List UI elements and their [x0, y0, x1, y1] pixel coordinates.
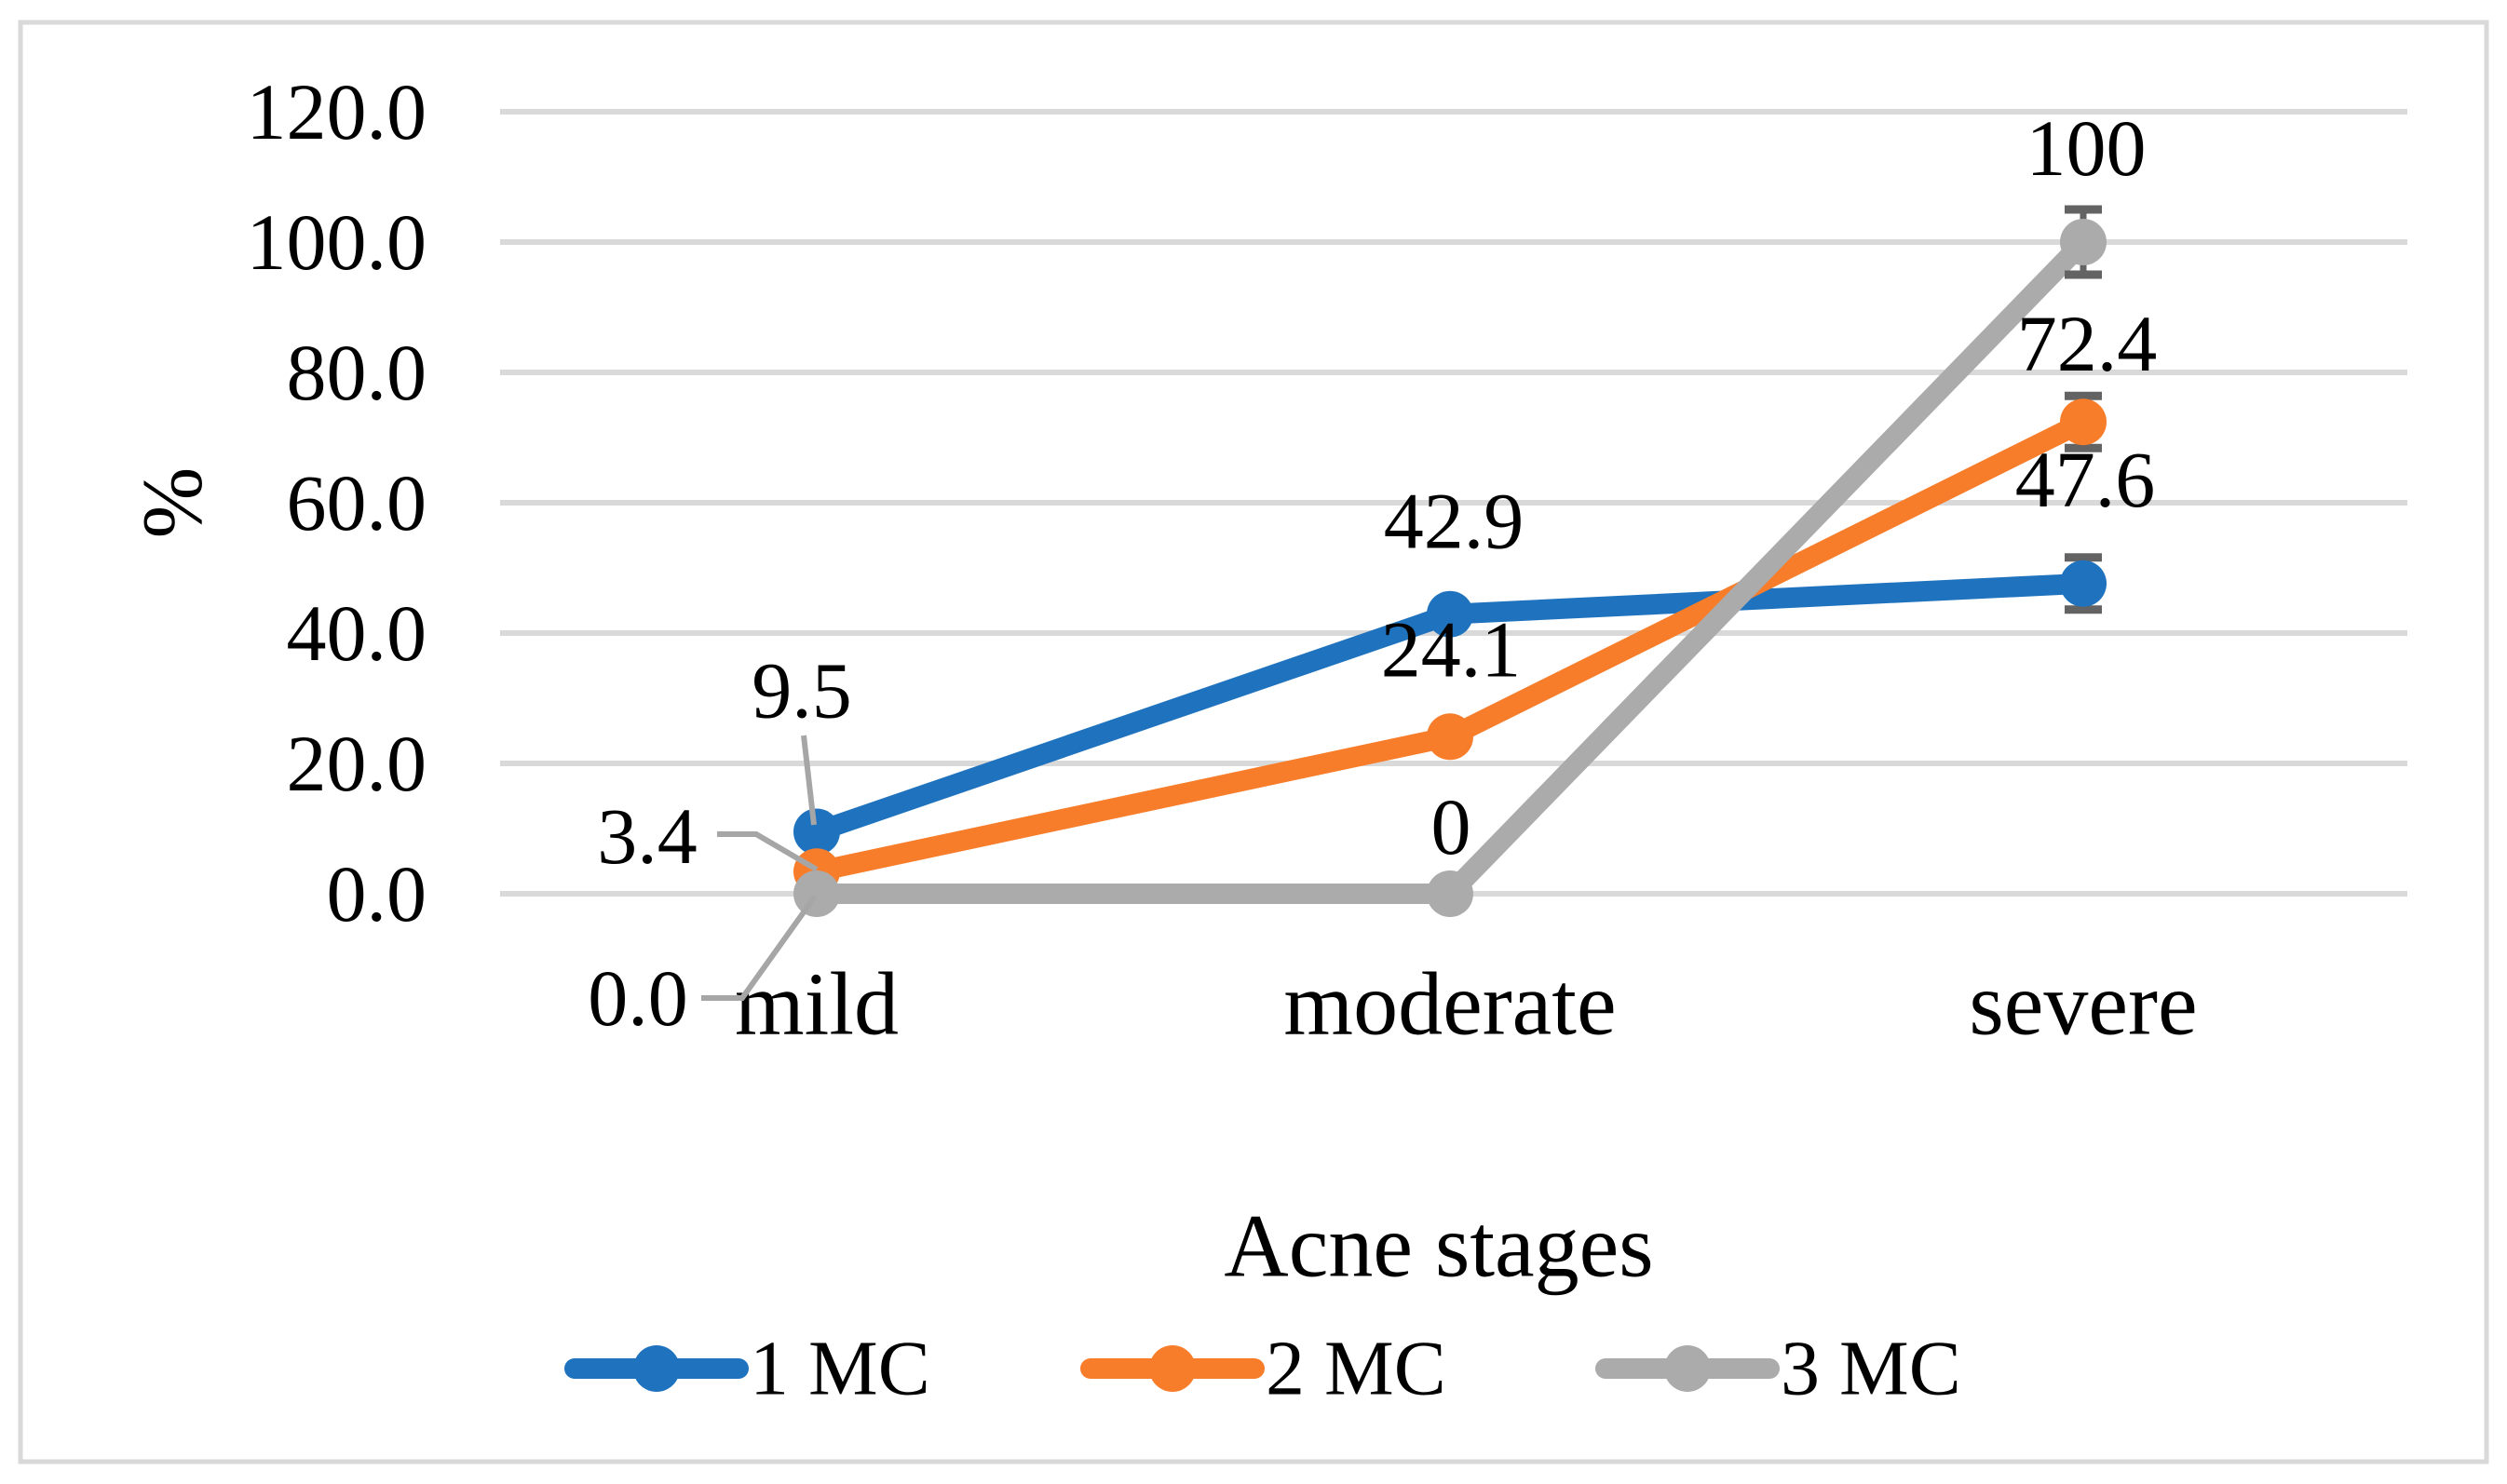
x-category-label-moderate: moderate — [1283, 954, 1616, 1054]
leader-line-0-0 — [701, 895, 818, 1001]
y-tick-label: 0.0 — [327, 849, 427, 938]
series-3-mc — [793, 205, 2107, 917]
data-point-3-mc-severe — [2060, 219, 2107, 265]
data-label-3-mc-severe: 100 — [2026, 103, 2147, 193]
y-tick-label: 100.0 — [247, 197, 427, 287]
data-label-1-mc-severe: 47.6 — [2015, 435, 2156, 524]
legend-marker-dot-3-mc — [1664, 1345, 1711, 1392]
y-tick-label: 20.0 — [287, 719, 427, 808]
data-point-3-mc-mild — [793, 870, 840, 917]
x-axis-title: Acne stages — [1224, 1196, 1653, 1296]
y-tick-label: 60.0 — [287, 458, 427, 547]
data-label-3-mc-mild: 0.0 — [588, 953, 688, 1043]
y-tick-label: 80.0 — [287, 328, 427, 417]
legend-item-1-mc: 1 MC — [564, 1326, 930, 1412]
legend-marker-dot-2-mc — [1149, 1345, 1196, 1392]
legend-label-2-mc: 2 MC — [1266, 1326, 1446, 1412]
figure-border — [18, 20, 2489, 1464]
data-label-2-mc-mild: 3.4 — [597, 791, 698, 881]
legend-item-3-mc: 3 MC — [1595, 1326, 1961, 1412]
legend: 1 MC 2 MC 3 MC — [564, 1326, 1961, 1412]
data-label-1-mc-mild: 9.5 — [752, 646, 852, 735]
legend-label-3-mc: 3 MC — [1781, 1326, 1961, 1412]
data-label-1-mc-moderate: 42.9 — [1384, 477, 1525, 566]
data-point-2-mc-moderate — [1427, 713, 1473, 761]
legend-item-2-mc: 2 MC — [1080, 1326, 1446, 1412]
y-axis-tick-labels: 0.0 20.0 40.0 60.0 80.0 100.0 120.0 — [247, 67, 427, 938]
data-point-3-mc-moderate — [1427, 870, 1473, 917]
data-point-2-mc-severe — [2060, 398, 2107, 446]
legend-marker-dot-1-mc — [633, 1345, 680, 1392]
data-point-1-mc-severe — [2060, 560, 2107, 607]
x-axis-category-labels: mild moderate severe — [735, 954, 2198, 1054]
y-tick-label: 40.0 — [287, 588, 427, 678]
y-axis-title: % — [125, 467, 220, 539]
legend-label-1-mc: 1 MC — [750, 1326, 930, 1412]
data-label-2-mc-severe: 72.4 — [2017, 299, 2158, 388]
y-tick-label: 120.0 — [247, 67, 427, 156]
data-label-3-mc-moderate: 0 — [1431, 782, 1471, 871]
data-label-2-mc-moderate: 24.1 — [1381, 604, 1522, 694]
leader-line-9-5 — [801, 735, 817, 826]
data-point-1-mc-mild — [793, 808, 840, 856]
leader-lines — [701, 735, 819, 1001]
leader-line-3-4 — [717, 831, 819, 872]
x-category-label-severe: severe — [1969, 954, 2197, 1054]
data-point-1-mc-moderate — [1427, 590, 1473, 638]
data-labels: 9.5 42.9 47.6 3.4 24.1 72.4 0.0 0 100 — [588, 103, 2157, 1043]
series-1-mc — [793, 553, 2107, 856]
x-category-label-mild: mild — [735, 954, 899, 1054]
